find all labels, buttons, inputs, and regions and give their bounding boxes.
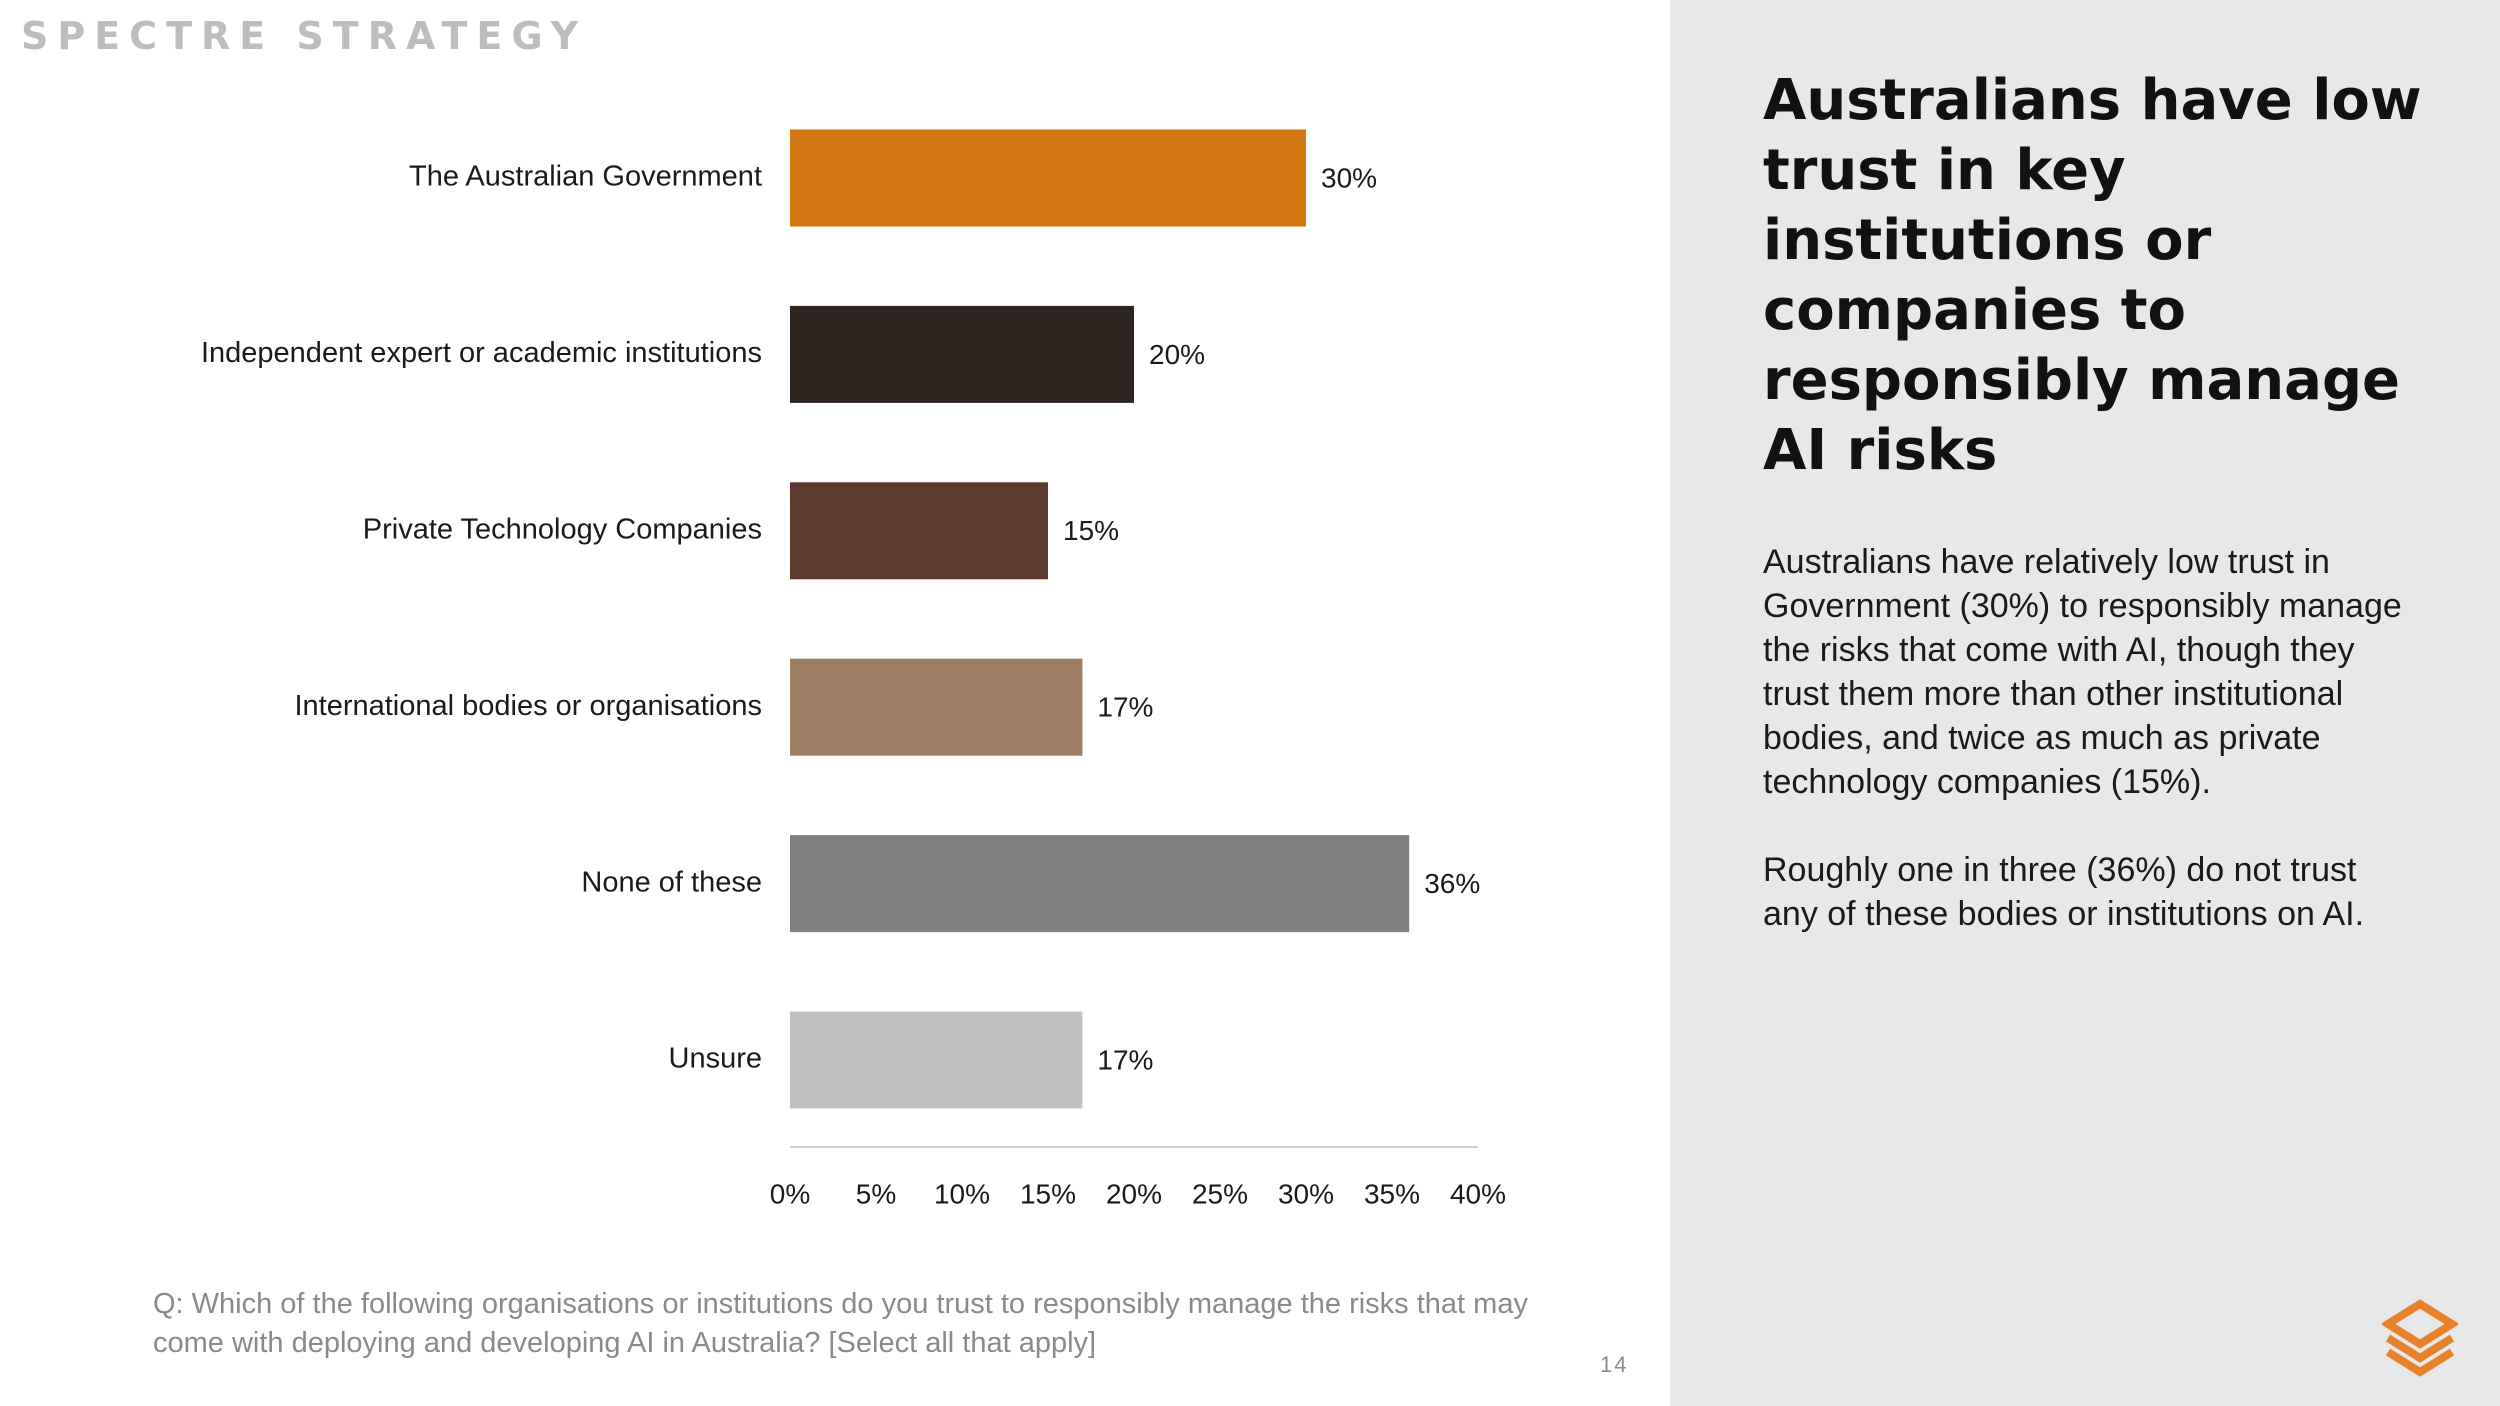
bar: [790, 658, 1083, 756]
data-label: 17%: [1097, 692, 1153, 723]
summary-text: Australians have relatively low trust in…: [1763, 540, 2403, 980]
spectre-logo-icon: [2382, 1299, 2458, 1377]
category-label: International bodies or organisations: [294, 690, 762, 722]
brand-wordmark: SPECTRE STRATEGY: [21, 14, 588, 58]
data-label: 30%: [1321, 162, 1377, 193]
x-tick-label: 5%: [856, 1178, 896, 1209]
summary-panel: Australians have low trust in key instit…: [1670, 0, 2500, 1406]
x-tick-label: 10%: [934, 1178, 990, 1209]
x-tick-label: 40%: [1450, 1178, 1506, 1209]
data-label: 17%: [1097, 1044, 1153, 1075]
data-label: 20%: [1149, 339, 1205, 370]
x-tick-label: 30%: [1278, 1178, 1334, 1209]
bar: [790, 305, 1134, 403]
summary-paragraph-1: Australians have relatively low trust in…: [1763, 543, 2402, 801]
x-tick-label: 15%: [1020, 1178, 1076, 1209]
page-number: 14: [1600, 1352, 1629, 1377]
bar: [790, 1011, 1083, 1109]
summary-paragraph-2: Roughly one in three (36%) do not trust …: [1763, 851, 2365, 933]
x-tick-label: 0%: [770, 1178, 810, 1209]
bar: [790, 129, 1306, 227]
trust-bar-chart: The Australian Government 30% Independent …: [201, 129, 1506, 1209]
x-tick-label: 35%: [1364, 1178, 1420, 1209]
category-label: Independent expert or academic instituti…: [201, 337, 762, 369]
bar: [790, 482, 1048, 580]
x-tick-label: 25%: [1192, 1178, 1248, 1209]
bar: [790, 835, 1410, 933]
data-label: 15%: [1063, 515, 1119, 546]
category-label: Private Technology Companies: [363, 513, 762, 545]
survey-question: Q: Which of the following organisations …: [153, 1288, 1528, 1359]
data-label: 36%: [1424, 868, 1480, 899]
category-label: None of these: [581, 866, 762, 898]
headline: Australians have low trust in key instit…: [1763, 68, 2422, 483]
category-label: Unsure: [669, 1043, 763, 1075]
category-label: The Australian Government: [409, 161, 762, 193]
x-tick-label: 20%: [1106, 1178, 1162, 1209]
